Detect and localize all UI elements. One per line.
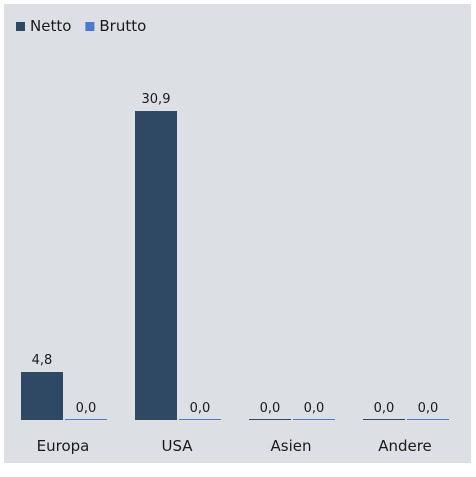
chart-panel: Netto Brutto 4,8 0,0 30,9 0,0 0,0 0,0 0,0 0,0 Eu… [4, 4, 471, 463]
legend-label-brutto: Brutto [99, 17, 146, 35]
category-label-asien: Asien [271, 437, 312, 455]
bar-brutto-europa [65, 419, 107, 420]
chart-legend: Netto Brutto [16, 17, 146, 35]
bar-netto-usa [135, 111, 177, 420]
bar-netto-andere [363, 419, 405, 420]
value-label: 4,8 [32, 353, 53, 368]
bar-netto-europa [21, 372, 63, 420]
bar-brutto-asien [293, 419, 335, 420]
category-label-europa: Europa [37, 437, 90, 455]
value-label: 0,0 [304, 401, 325, 416]
category-label-andere: Andere [378, 437, 432, 455]
bar-group [21, 111, 449, 420]
value-label: 0,0 [418, 401, 439, 416]
value-label: 0,0 [190, 401, 211, 416]
legend-label-netto: Netto [30, 17, 71, 35]
value-label: 0,0 [260, 401, 281, 416]
bar-netto-asien [249, 419, 291, 420]
value-label: 0,0 [76, 401, 97, 416]
category-label-usa: USA [161, 437, 193, 455]
bar-brutto-usa [179, 419, 221, 420]
bar-brutto-andere [407, 419, 449, 420]
category-label-group: Europa USA Asien Andere [37, 437, 432, 455]
legend-swatch-brutto [85, 22, 95, 31]
bar-chart: Netto Brutto 4,8 0,0 30,9 0,0 0,0 0,0 0,0 0,0 Eu… [16, 17, 449, 455]
value-label-group: 4,8 0,0 30,9 0,0 0,0 0,0 0,0 0,0 [32, 92, 439, 416]
legend-swatch-netto [16, 22, 25, 31]
value-label: 30,9 [142, 92, 171, 107]
value-label: 0,0 [374, 401, 395, 416]
